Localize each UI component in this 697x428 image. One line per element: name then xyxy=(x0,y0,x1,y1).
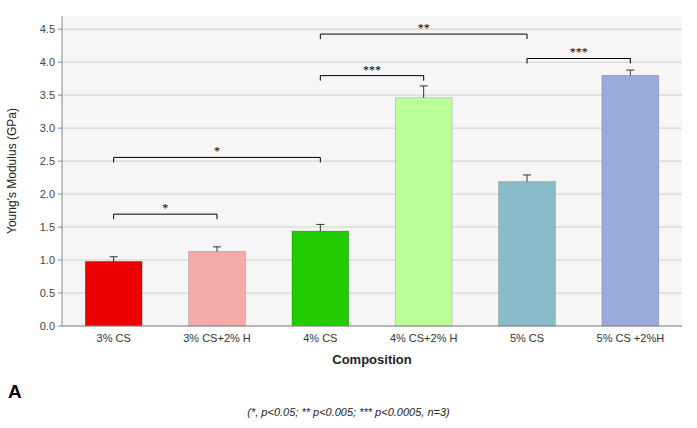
y-tick-label: 2.5 xyxy=(40,155,55,167)
grid-line xyxy=(62,326,682,327)
y-axis xyxy=(62,16,63,326)
bar xyxy=(292,231,349,326)
error-cap xyxy=(110,256,118,257)
y-tick xyxy=(58,194,62,195)
y-tick xyxy=(58,128,62,129)
y-tick xyxy=(58,95,62,96)
bar xyxy=(85,261,142,326)
bracket-label: ** xyxy=(418,21,430,35)
y-tick-label: 0.0 xyxy=(40,320,55,332)
x-tick-label: 5% CS +2%H xyxy=(597,332,665,344)
error-cap xyxy=(213,246,221,247)
y-tick-label: 4.0 xyxy=(40,56,55,68)
y-axis-label: Young's Modulus (GPa) xyxy=(5,108,19,234)
grid-line xyxy=(62,128,682,129)
x-tick-label: 4% CS xyxy=(303,332,337,344)
x-tick-label: 3% CS+2% H xyxy=(183,332,251,344)
bracket-label: *** xyxy=(570,45,588,59)
bar xyxy=(189,251,246,326)
chart: 0.0 0.5 1.0 1.5 2.0 2.5 3.0 3.5 4.0 4.5 3% CS 3% CS… xyxy=(0,0,697,428)
y-tick-label: 1.5 xyxy=(40,221,55,233)
y-tick xyxy=(58,29,62,30)
x-tick-label: 5% CS xyxy=(510,332,544,344)
y-tick-label: 3.5 xyxy=(40,89,55,101)
y-tick xyxy=(58,161,62,162)
x-axis xyxy=(62,326,682,327)
y-tick xyxy=(58,293,62,294)
grid-line xyxy=(62,29,682,30)
x-tick-label: 4% CS+2% H xyxy=(390,332,458,344)
bar xyxy=(602,75,659,326)
y-tick xyxy=(58,326,62,327)
grid-line xyxy=(62,194,682,195)
error-cap xyxy=(523,174,531,175)
y-tick-label: 0.5 xyxy=(40,287,55,299)
error-cap xyxy=(316,224,324,225)
y-tick-label: 3.0 xyxy=(40,122,55,134)
y-tick-label: 4.5 xyxy=(40,23,55,35)
grid-line xyxy=(62,260,682,261)
bracket-label: * xyxy=(214,144,220,158)
footnote: (*, p<0.05; ** p<0.005; *** p<0.0005, n=… xyxy=(247,406,450,418)
grid-line xyxy=(62,293,682,294)
bracket-label: *** xyxy=(363,63,381,77)
bar xyxy=(499,182,556,326)
error-cap xyxy=(420,85,428,86)
bracket-label: * xyxy=(162,201,168,215)
grid-line xyxy=(62,161,682,162)
x-tick-label: 3% CS xyxy=(97,332,131,344)
panel-label: A xyxy=(8,381,22,402)
error-cap xyxy=(626,70,634,71)
grid-line xyxy=(62,95,682,96)
y-tick xyxy=(58,62,62,63)
y-tick-label: 2.0 xyxy=(40,188,55,200)
y-tick xyxy=(58,227,62,228)
grid-line xyxy=(62,227,682,228)
x-axis-label: Composition xyxy=(332,352,411,367)
bar xyxy=(395,98,452,326)
y-tick-label: 1.0 xyxy=(40,254,55,266)
plot-background xyxy=(62,16,682,326)
y-tick xyxy=(58,260,62,261)
